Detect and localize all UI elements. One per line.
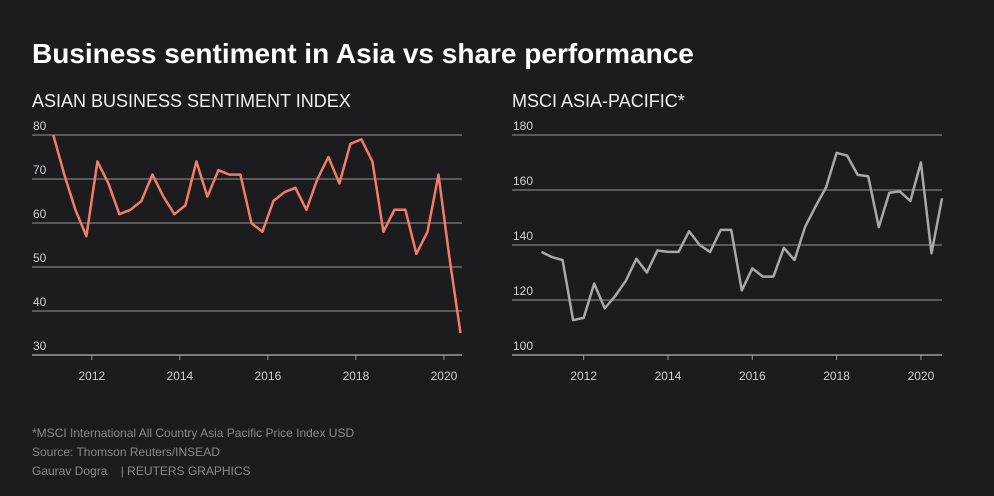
y-tick-label: 70 [33,163,47,177]
chart-title: MSCI ASIA-PACIFIC* [512,91,685,111]
y-tick-label: 100 [513,339,533,353]
page-title: Business sentiment in Asia vs share perf… [32,38,694,69]
x-tick-label: 2014 [167,369,194,383]
x-tick-label: 2014 [655,369,682,383]
x-tick-label: 2012 [79,369,106,383]
x-tick-label: 2012 [570,369,597,383]
x-tick-label: 2020 [431,369,458,383]
y-tick-label: 120 [513,284,533,298]
x-tick-label: 2016 [739,369,766,383]
x-tick-label: 2020 [908,369,935,383]
x-tick-label: 2018 [343,369,370,383]
chart-title: ASIAN BUSINESS SENTIMENT INDEX [32,91,351,111]
y-tick-label: 40 [33,295,47,309]
data-line [52,134,462,334]
y-tick-label: 50 [33,251,47,265]
y-tick-label: 180 [513,119,533,133]
footnote: *MSCI International All Country Asia Pac… [32,426,354,440]
y-tick-label: 30 [33,339,47,353]
x-tick-label: 2016 [255,369,282,383]
x-tick-label: 2018 [823,369,850,383]
y-tick-label: 60 [33,207,47,221]
footnote: Gaurav Dogra | REUTERS GRAPHICS [32,464,251,478]
y-tick-label: 160 [513,174,533,188]
footnote: Source: Thomson Reuters/INSEAD [32,445,220,459]
y-tick-label: 140 [513,229,533,243]
data-line [540,151,944,322]
y-tick-label: 80 [33,119,47,133]
